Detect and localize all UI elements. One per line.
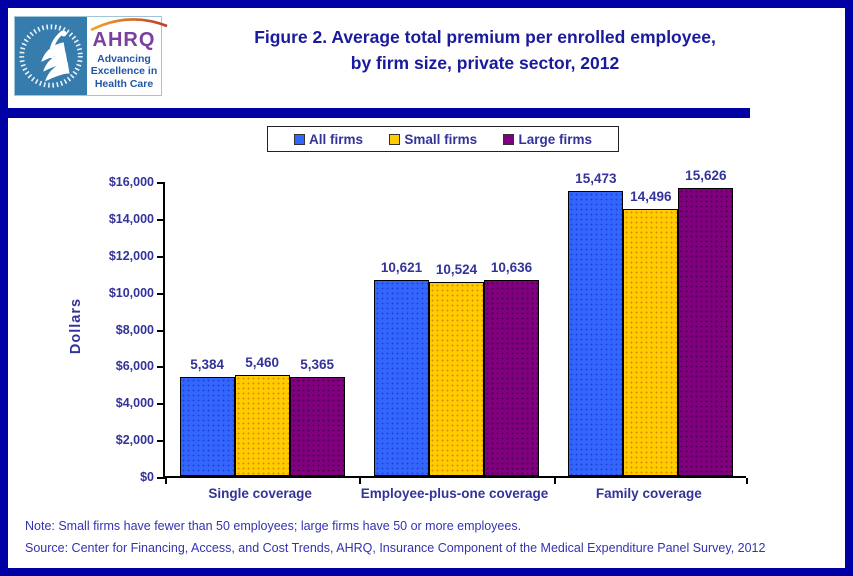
y-tick-label: $0 — [140, 470, 154, 484]
header-divider-bar — [8, 108, 750, 118]
y-tick — [157, 255, 165, 258]
bar-value-label: 15,626 — [685, 167, 727, 183]
figure-title-line2: by firm size, private sector, 2012 — [350, 53, 620, 74]
y-tick — [157, 477, 165, 479]
figure-title-line1: Figure 2. Average total premium per enro… — [254, 27, 716, 47]
legend-item-large-firms: Large firms — [503, 132, 592, 147]
bar-value-label: 5,384 — [190, 356, 225, 372]
bar-value-label: 15,473 — [575, 170, 617, 186]
chart-legend: All firms Small firms Large firms — [267, 126, 619, 152]
note-text: Note: Small firms have fewer than 50 emp… — [25, 519, 522, 533]
bar-value-label: 5,460 — [245, 355, 280, 371]
category-label: Employee-plus-one coverage — [360, 486, 549, 501]
bar-value-label: 10,524 — [435, 261, 478, 277]
ahrq-wordmark: AHRQ — [92, 28, 156, 51]
bar-small-firms — [234, 375, 290, 476]
legend-label: Small firms — [404, 131, 478, 147]
legend-label: Large firms — [518, 131, 592, 147]
hhs-ahrq-logo: AHRQ Advancing Excellence in Health Care — [14, 16, 168, 96]
ahrq-logo-panel: AHRQ Advancing Excellence in Health Care — [87, 17, 168, 95]
legend-item-all-firms: All firms — [294, 132, 363, 147]
y-tick-label: $10,000 — [108, 285, 154, 300]
y-tick — [157, 329, 165, 332]
legend-swatch-icon — [294, 133, 305, 145]
bar-all-firms — [374, 280, 429, 476]
x-tick — [746, 478, 748, 484]
legend-swatch-icon — [503, 133, 515, 145]
x-tick — [553, 478, 556, 484]
x-tick — [359, 478, 362, 484]
y-tick — [157, 218, 165, 221]
category-label: Family coverage — [595, 486, 702, 501]
bar-large-firms — [484, 279, 539, 476]
figure-canvas: AHRQ Advancing Excellence in Health Care… — [8, 8, 845, 568]
bar-value-label: 5,365 — [300, 357, 335, 373]
bar-all-firms — [568, 190, 624, 476]
x-tick — [165, 478, 167, 484]
y-tick-label: $8,000 — [115, 322, 154, 337]
bar-large-firms — [289, 377, 345, 476]
figure-title: Figure 2. Average total premium per enro… — [220, 24, 750, 77]
y-tick — [157, 292, 165, 295]
legend-label: All firms — [309, 131, 364, 147]
y-tick-label: $4,000 — [115, 396, 154, 411]
bar-value-label: 14,496 — [630, 188, 672, 204]
bar-all-firms — [179, 376, 235, 476]
y-tick — [157, 440, 165, 443]
category-label: Single coverage — [208, 486, 312, 501]
bar-small-firms — [623, 208, 679, 476]
y-tick — [157, 366, 165, 369]
bar-value-label: 10,621 — [380, 260, 423, 276]
bar-value-label: 10,636 — [490, 259, 533, 275]
ahrq-arc-icon — [89, 18, 168, 31]
bar-small-firms — [429, 281, 484, 476]
legend-swatch-icon — [389, 133, 401, 145]
y-tick — [157, 403, 165, 406]
y-tick-label: $12,000 — [108, 248, 154, 263]
source-text: Source: Center for Financing, Access, an… — [25, 541, 766, 555]
y-tick-label: $6,000 — [115, 359, 154, 374]
hhs-eagle-icon — [15, 17, 87, 95]
y-tick — [157, 182, 165, 184]
ahrq-tagline: Advancing Excellence in Health Care — [90, 52, 158, 90]
y-tick-label: $14,000 — [108, 211, 154, 226]
y-tick-label: $16,000 — [108, 175, 154, 189]
legend-item-small-firms: Small firms — [389, 132, 477, 147]
bar-large-firms — [678, 187, 734, 476]
plot-area: 5,384 10,621 15,473 5,460 10,524 14,496 5,365 1… — [157, 168, 748, 484]
y-tick-label: $2,000 — [115, 433, 154, 448]
